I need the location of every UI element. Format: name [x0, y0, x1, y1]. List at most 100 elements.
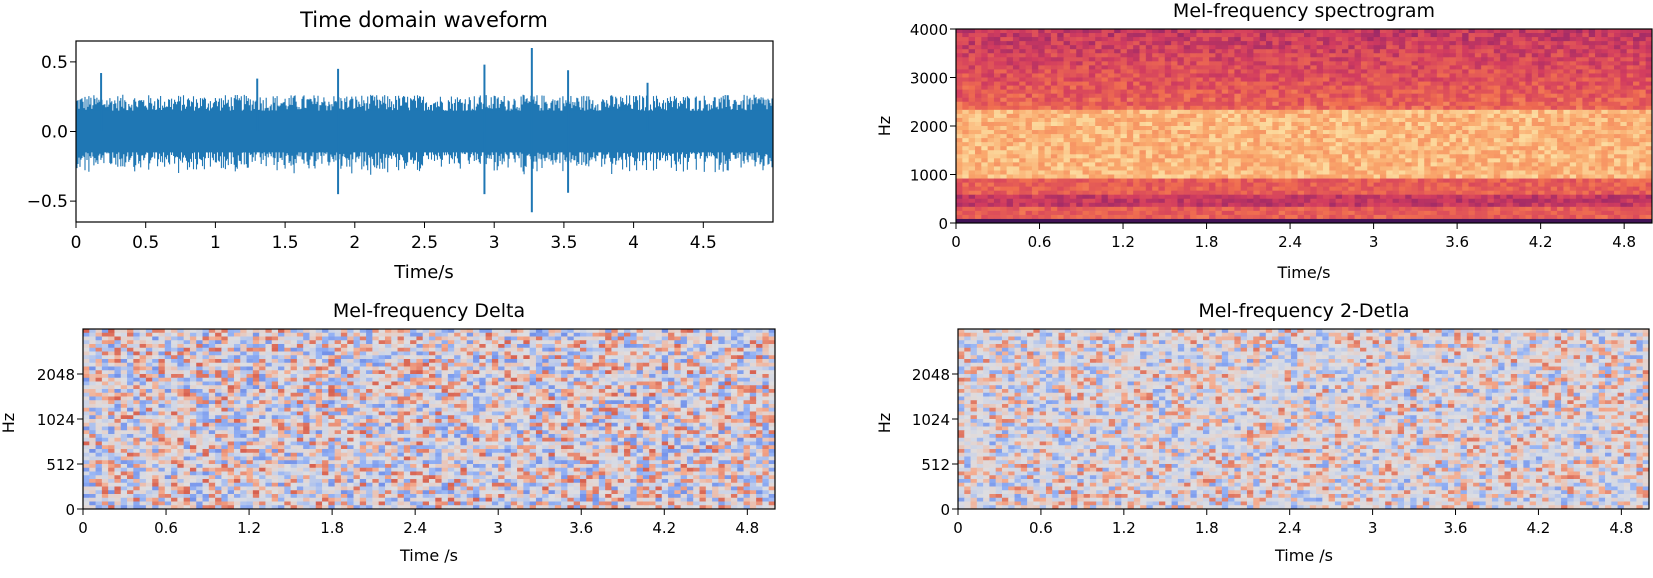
heatmap-cell	[1487, 37, 1494, 42]
heatmap-cell	[1570, 207, 1577, 212]
heatmap-cell	[1500, 187, 1507, 192]
heatmap-cell	[1298, 142, 1305, 147]
heatmap-cell	[1304, 33, 1311, 38]
heatmap-cell	[1304, 57, 1311, 62]
heatmap-cell	[1310, 29, 1317, 34]
heatmap-cell	[1076, 170, 1083, 175]
heatmap-cell	[1019, 82, 1026, 87]
heatmap-cell	[1298, 166, 1305, 171]
heatmap-cell	[1393, 94, 1400, 99]
heatmap-cell	[1329, 166, 1336, 171]
heatmap-cell	[981, 106, 988, 111]
heatmap-cell	[1209, 207, 1216, 212]
heatmap-cell	[981, 162, 988, 167]
heatmap-cell	[1437, 191, 1444, 196]
heatmap-cell	[1336, 162, 1343, 167]
heatmap-cell	[1304, 191, 1311, 196]
heatmap-cell	[1228, 53, 1235, 58]
heatmap-cell	[1076, 73, 1083, 78]
heatmap-cell	[1076, 130, 1083, 135]
heatmap-cell	[1228, 158, 1235, 163]
heatmap-cell	[1323, 94, 1330, 99]
heatmap-cell	[1551, 150, 1558, 155]
heatmap-cell	[1367, 110, 1374, 115]
heatmap-cell	[1462, 175, 1469, 180]
heatmap-cell	[1291, 146, 1298, 151]
heatmap-cell	[1114, 73, 1121, 78]
heatmap-cell	[1228, 166, 1235, 171]
heatmap-cell	[1570, 29, 1577, 34]
heatmap-cell	[1342, 154, 1349, 159]
heatmap-cell	[1412, 183, 1419, 188]
heatmap-cell	[1260, 175, 1267, 180]
heatmap-cell	[1285, 110, 1292, 115]
heatmap-cell	[1127, 166, 1134, 171]
heatmap-cell	[1589, 49, 1596, 54]
heatmap-cell	[1260, 183, 1267, 188]
heatmap-cell	[1563, 199, 1570, 204]
heatmap-cell	[1620, 170, 1627, 175]
heatmap-cell	[1633, 102, 1640, 107]
heatmap-cell	[994, 122, 1001, 127]
heatmap-cell	[1057, 175, 1064, 180]
heatmap-cell	[1475, 94, 1482, 99]
heatmap-cell	[1494, 33, 1501, 38]
heatmap-cell	[994, 142, 1001, 147]
heatmap-cell	[1279, 191, 1286, 196]
heatmap-cell	[1209, 150, 1216, 155]
heatmap-cell	[1032, 142, 1039, 147]
heatmap-cell	[1083, 130, 1090, 135]
heatmap-cell	[1304, 102, 1311, 107]
heatmap-cell	[1380, 118, 1387, 123]
heatmap-cell	[1513, 203, 1520, 208]
heatmap-cell	[1152, 53, 1159, 58]
heatmap-cell	[1317, 73, 1324, 78]
heatmap-cell	[1500, 134, 1507, 139]
heatmap-cell	[981, 203, 988, 208]
heatmap-cell	[1285, 37, 1292, 42]
heatmap-cell	[1209, 37, 1216, 42]
heatmap-cell	[1551, 126, 1558, 131]
heatmap-cell	[1158, 57, 1165, 62]
heatmap-cell	[1260, 29, 1267, 34]
heatmap-cell	[1291, 187, 1298, 192]
heatmap-cell	[1108, 57, 1115, 62]
heatmap-cell	[1475, 187, 1482, 192]
heatmap-cell	[1234, 49, 1241, 54]
heatmap-cell	[1146, 90, 1153, 95]
heatmap-cell	[1121, 158, 1128, 163]
heatmap-cell	[988, 53, 995, 58]
heatmap-cell	[1266, 203, 1273, 208]
heatmap-cell	[1557, 142, 1564, 147]
heatmap-cell	[1336, 199, 1343, 204]
heatmap-cell	[1127, 183, 1134, 188]
heatmap-cell	[1146, 138, 1153, 143]
heatmap-cell	[1443, 175, 1450, 180]
heatmap-cell	[969, 49, 976, 54]
heatmap-cell	[1026, 154, 1033, 159]
heatmap-cell	[1481, 94, 1488, 99]
heatmap-cell	[1424, 78, 1431, 83]
heatmap-cell	[1209, 61, 1216, 66]
heatmap-cell	[1595, 175, 1602, 180]
heatmap-cell	[1184, 207, 1191, 212]
heatmap-cell	[1127, 106, 1134, 111]
heatmap-cell	[1627, 73, 1634, 78]
heatmap-cell	[1304, 175, 1311, 180]
heatmap-cell	[1127, 65, 1134, 70]
heatmap-cell	[1355, 134, 1362, 139]
heatmap-cell	[1279, 78, 1286, 83]
heatmap-cell	[1418, 78, 1425, 83]
heatmap-cell	[1298, 179, 1305, 184]
heatmap-cell	[1551, 29, 1558, 34]
heatmap-cell	[1380, 49, 1387, 54]
heatmap-cell	[1469, 199, 1476, 204]
heatmap-cell	[1412, 158, 1419, 163]
heatmap-cell	[1519, 118, 1526, 123]
heatmap-cell	[1399, 29, 1406, 34]
heatmap-cell	[1070, 78, 1077, 83]
heatmap-cell	[1431, 78, 1438, 83]
heatmap-cell	[1513, 49, 1520, 54]
heatmap-cell	[1405, 102, 1412, 107]
heatmap-cell	[1431, 73, 1438, 78]
